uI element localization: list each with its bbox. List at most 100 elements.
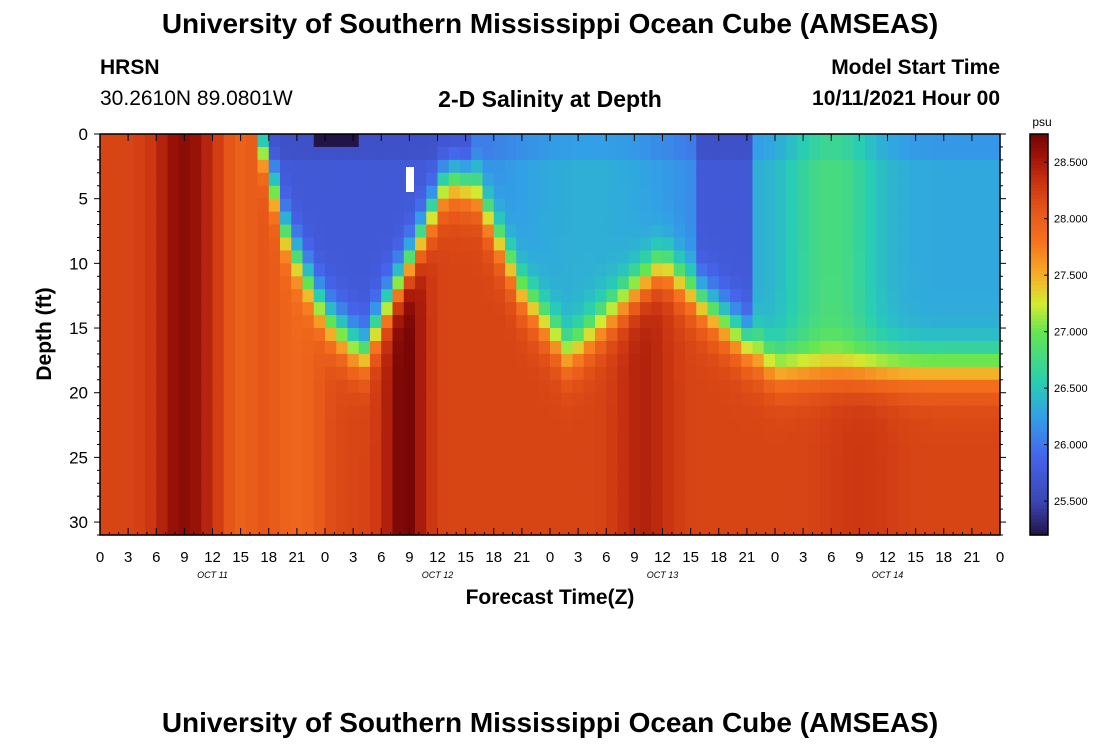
heatmap-cell — [201, 263, 214, 277]
heatmap-cell — [730, 353, 742, 368]
heatmap-cell — [617, 392, 630, 407]
y-axis-title: Depth (ft) — [33, 287, 56, 380]
heatmap-cell — [460, 198, 472, 213]
heatmap-cell — [887, 211, 900, 226]
heatmap-cell — [606, 444, 619, 458]
heatmap-cell — [831, 522, 844, 536]
heatmap-cell — [325, 522, 337, 536]
heatmap-cell — [325, 211, 337, 226]
heatmap-cell — [325, 392, 337, 407]
heatmap-cell — [763, 289, 776, 303]
heatmap-cell — [156, 302, 169, 316]
heatmap-cell — [662, 483, 675, 497]
heatmap-cell — [943, 134, 956, 148]
heatmap-cell — [797, 405, 810, 420]
heatmap-cell — [527, 405, 540, 420]
heatmap-cell — [381, 198, 394, 213]
heatmap-cell — [313, 470, 326, 484]
heatmap-cell — [842, 457, 855, 471]
heatmap-cell — [595, 237, 607, 252]
heatmap-cell — [415, 405, 427, 420]
heatmap-cell — [302, 328, 315, 342]
heatmap-cell — [280, 457, 292, 471]
heatmap-cell — [291, 172, 304, 187]
heatmap-cell — [201, 159, 214, 174]
heatmap-cell — [696, 263, 709, 277]
heatmap-cell — [426, 431, 439, 446]
heatmap-cell — [505, 276, 517, 290]
colorbar-segment — [1030, 254, 1048, 259]
heatmap-cell — [898, 172, 911, 187]
heatmap-cell — [977, 470, 990, 484]
colorbar-segment — [1030, 411, 1048, 416]
heatmap-cell — [797, 431, 810, 446]
heatmap-cell — [898, 418, 911, 433]
heatmap-cell — [302, 315, 315, 329]
heatmap-cell — [842, 159, 855, 174]
heatmap-cell — [617, 276, 630, 290]
heatmap-cell — [865, 263, 877, 277]
heatmap-cell — [235, 392, 247, 407]
heatmap-cell — [336, 134, 349, 148]
heatmap-cell — [775, 198, 787, 213]
heatmap-cell — [201, 379, 214, 394]
x-tick-label: 15 — [232, 549, 249, 566]
heatmap-cell — [516, 237, 529, 252]
heatmap-cell — [741, 457, 754, 471]
heatmap-cell — [898, 405, 911, 420]
heatmap-cell — [235, 418, 247, 433]
heatmap-cell — [910, 172, 922, 187]
heatmap-cell — [347, 146, 360, 161]
heatmap-cell — [741, 250, 754, 264]
heatmap-cell — [943, 302, 956, 316]
heatmap-cell — [550, 159, 562, 174]
heatmap-cell — [370, 172, 382, 187]
heatmap-cell — [471, 444, 484, 458]
heatmap-cell — [685, 198, 697, 213]
heatmap-cell — [482, 366, 495, 381]
heatmap-cell — [966, 237, 979, 252]
heatmap-cell — [100, 366, 112, 381]
heatmap-cell — [763, 315, 776, 329]
heatmap-cell — [358, 457, 371, 471]
heatmap-cell — [167, 185, 180, 200]
heatmap-cell — [797, 315, 810, 329]
heatmap-cell — [426, 379, 439, 394]
heatmap-cell — [100, 405, 112, 420]
heatmap-cell — [977, 522, 990, 536]
heatmap-cell — [156, 366, 169, 381]
colorbar-segment — [1030, 224, 1048, 229]
heatmap-cell — [797, 418, 810, 433]
heatmap-cell — [302, 522, 315, 536]
heatmap-cell — [336, 237, 349, 252]
heatmap-cell — [763, 146, 776, 161]
heatmap-cell — [988, 328, 1001, 342]
heatmap-cell — [415, 315, 427, 329]
heatmap-cell — [831, 315, 844, 329]
heatmap-cell — [527, 289, 540, 303]
heatmap-cell — [966, 315, 979, 329]
heatmap-cell — [876, 315, 889, 329]
heatmap-cell — [381, 444, 394, 458]
model-start-label: Model Start Time — [831, 56, 1000, 79]
heatmap-cell — [392, 366, 405, 381]
heatmap-cell — [426, 496, 439, 510]
heatmap-cell — [853, 276, 866, 290]
heatmap-cell — [628, 276, 641, 290]
heatmap-cell — [437, 146, 450, 161]
heatmap-cell — [617, 418, 630, 433]
heatmap-cell — [212, 509, 225, 523]
heatmap-cell — [921, 250, 934, 264]
heatmap-cell — [246, 366, 259, 381]
heatmap-cell — [358, 263, 371, 277]
heatmap-cell — [437, 159, 450, 174]
heatmap-cell — [966, 457, 979, 471]
heatmap-cell — [313, 379, 326, 394]
heatmap-cell — [505, 185, 517, 200]
heatmap-cell — [347, 431, 360, 446]
colorbar-segment — [1030, 287, 1048, 292]
heatmap-cell — [808, 315, 821, 329]
heatmap-cell — [122, 237, 135, 252]
heatmap-cell — [820, 250, 832, 264]
heatmap-cell — [696, 146, 709, 161]
